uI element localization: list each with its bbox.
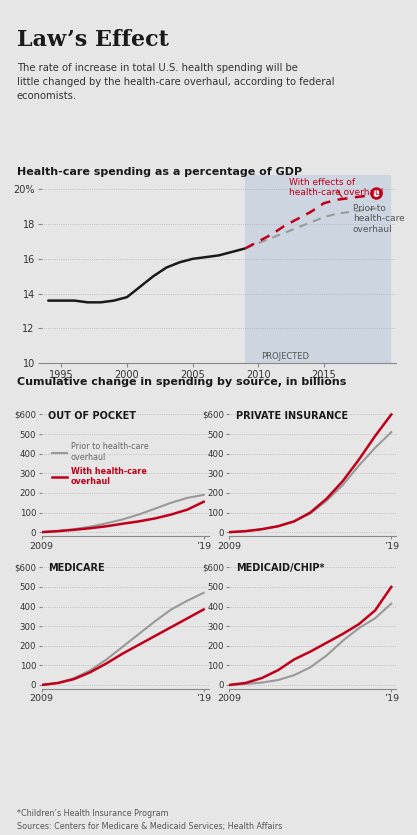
Legend: Prior to health-care
overhaul, With health-care
overhaul: Prior to health-care overhaul, With heal… [49, 439, 152, 489]
Text: Cumulative change in spending by source, in billions: Cumulative change in spending by source,… [17, 377, 346, 387]
Text: With effects of
health-care overhaul: With effects of health-care overhaul [289, 178, 383, 197]
Text: PROJECTED: PROJECTED [261, 352, 309, 361]
Text: The rate of increase in total U.S. health spending will be
little changed by the: The rate of increase in total U.S. healt… [17, 63, 334, 101]
Bar [245, 175, 389, 363]
Text: OUT OF POCKET: OUT OF POCKET [48, 411, 136, 421]
Text: *Children’s Health Insurance Program
Sources: Centers for Medicare & Medicaid Se: *Children’s Health Insurance Program Sou… [17, 809, 282, 831]
Text: MEDICARE: MEDICARE [48, 564, 105, 574]
Text: MEDICAID/CHIP*: MEDICAID/CHIP* [236, 564, 324, 574]
Text: PRIVATE INSURANCE: PRIVATE INSURANCE [236, 411, 348, 421]
Text: Prior to
health-care
overhaul: Prior to health-care overhaul [353, 204, 404, 234]
Text: Law’s Effect: Law’s Effect [17, 29, 168, 51]
Text: Health-care spending as a percentage of GDP: Health-care spending as a percentage of … [17, 167, 302, 177]
